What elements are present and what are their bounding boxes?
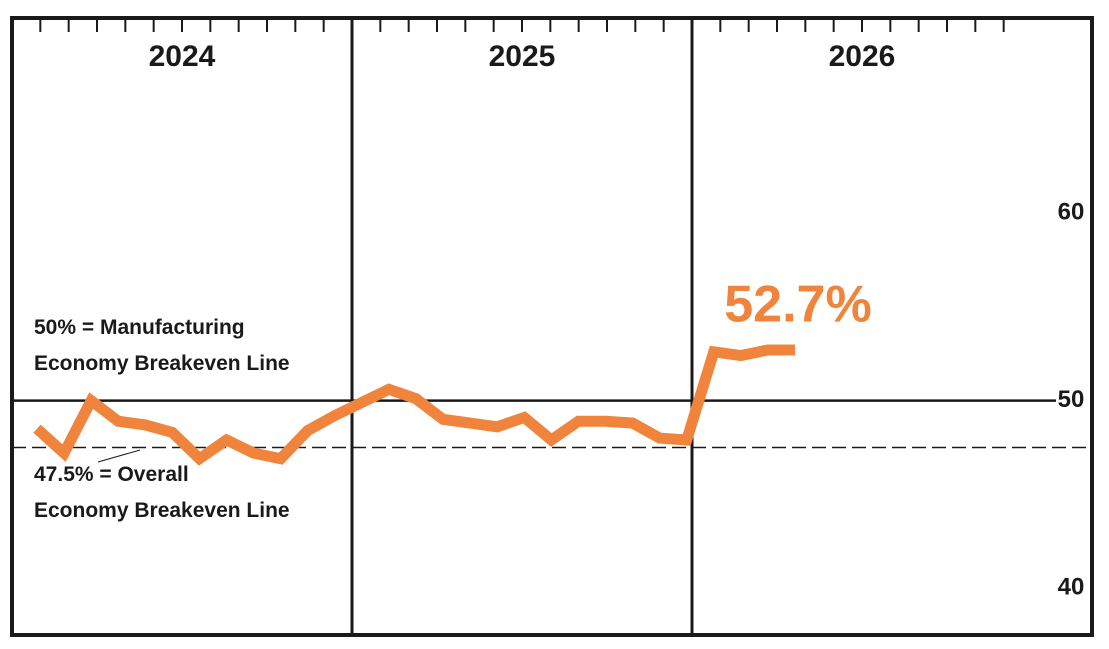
reference-label: Economy Breakeven Line: [34, 499, 290, 522]
plot-frame: [10, 16, 1094, 637]
leader-line: [97, 449, 141, 463]
y-tick-label: 50: [1058, 386, 1085, 413]
y-tick-label: 40: [1058, 573, 1085, 600]
y-tick-label: 60: [1058, 198, 1085, 225]
period-label: 2024: [149, 40, 216, 73]
data-line: [33, 344, 795, 466]
value-annotation: 52.7%: [724, 276, 871, 334]
period-label: 2025: [489, 40, 556, 73]
reference-label: Economy Breakeven Line: [34, 352, 290, 375]
reference-label: 50% = Manufacturing: [34, 316, 245, 339]
period-label: 2026: [829, 40, 896, 73]
reference-label: 47.5% = Overall: [34, 463, 189, 486]
